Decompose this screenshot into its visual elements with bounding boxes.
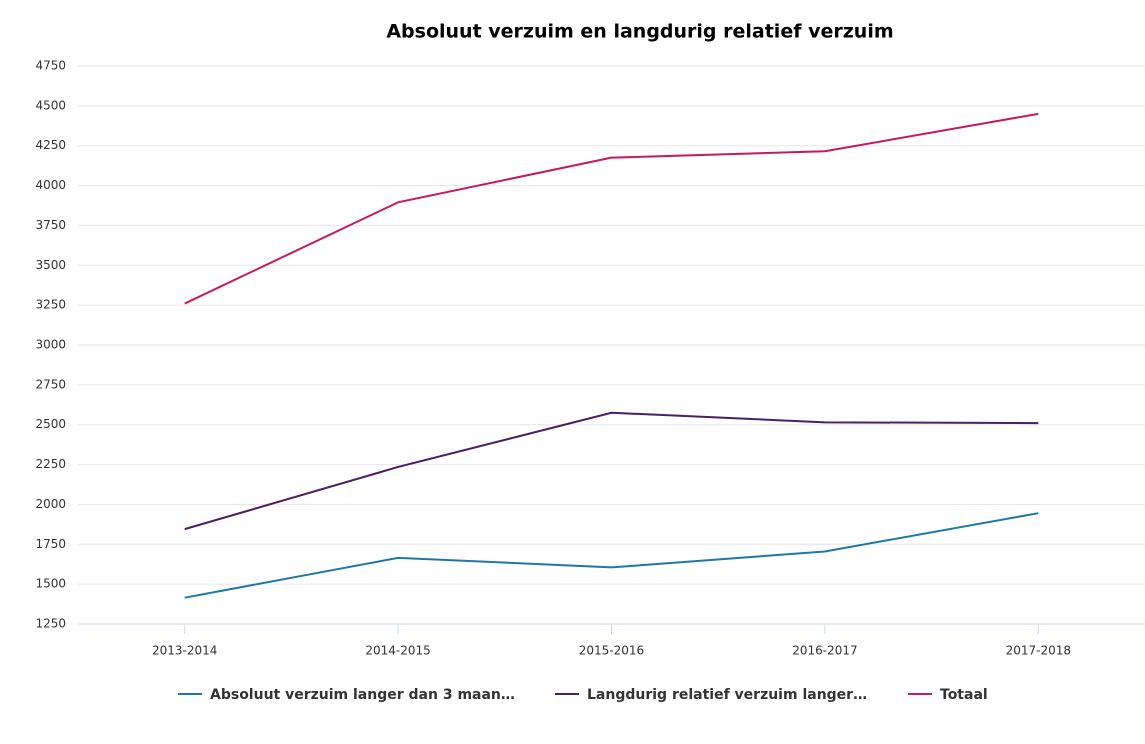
x-tick-label: 2016-2017: [792, 644, 857, 658]
y-tick-label: 3000: [35, 338, 66, 352]
y-tick-label: 4500: [35, 98, 66, 112]
y-tick-label: 2000: [35, 497, 66, 511]
y-tick-label: 2500: [35, 417, 66, 431]
x-tick-label: 2015-2016: [579, 644, 644, 658]
y-tick-label: 4000: [35, 178, 66, 192]
y-tick-label: 1250: [35, 617, 66, 631]
series-line: [184, 512, 1039, 599]
legend-label: Absoluut verzuim langer dan 3 maan…: [210, 687, 515, 703]
legend-label: Totaal: [940, 687, 988, 703]
y-tick-label: 2750: [35, 377, 66, 391]
y-tick-label: 3500: [35, 258, 66, 272]
y-tick-label: 2250: [35, 457, 66, 471]
x-tick-label: 2017-2018: [1006, 644, 1071, 658]
y-tick-label: 4750: [35, 59, 66, 73]
series-line: [184, 112, 1039, 305]
y-tick-label: 1500: [35, 577, 66, 591]
y-tick-label: 3750: [35, 218, 66, 232]
y-tick-label: 3250: [35, 298, 66, 312]
y-tick-label: 4250: [35, 138, 66, 152]
x-tick-label: 2014-2015: [365, 644, 430, 658]
legend-label: Langdurig relatief verzuim langer…: [587, 687, 867, 703]
x-tick-label: 2013-2014: [152, 644, 217, 658]
series-line: [184, 411, 1039, 531]
y-tick-label: 1750: [35, 537, 66, 551]
chart-title: Absoluut verzuim en langdurig relatief v…: [386, 21, 893, 43]
